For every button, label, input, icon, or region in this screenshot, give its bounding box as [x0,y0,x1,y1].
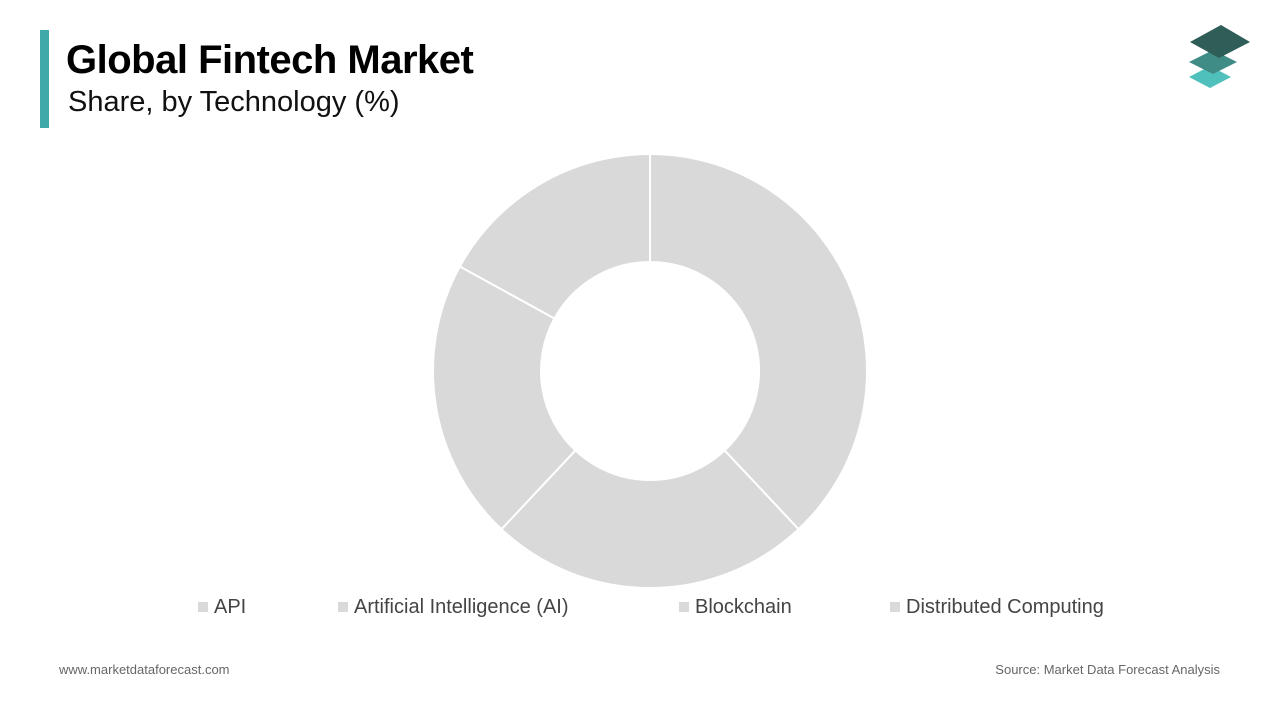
legend-label-blockchain: Blockchain [695,595,792,618]
legend-swatch-ai [338,602,348,612]
legend-swatch-blockchain [679,602,689,612]
legend-label-api: API [214,595,247,618]
chart-subtitle: Share, by Technology (%) [68,86,400,118]
legend-label-distributed-computing: Distributed Computing [906,595,1104,618]
chart-title: Global Fintech Market [66,38,474,82]
slice-api [649,152,868,531]
slice-artificial-intelligence-ai [500,449,800,589]
brand-logo-icon [1189,25,1250,88]
legend-item-ai: Artificial Intelligence (AI) [338,594,569,620]
legend-item-blockchain: Blockchain [679,594,792,620]
legend-swatch-distributed-computing [890,602,900,612]
legend-label-ai: Artificial Intelligence (AI) [354,595,569,618]
source-note: Source: Market Data Forecast Analysis [995,662,1220,677]
slice-blockchain [432,265,577,531]
donut-chart [432,152,868,589]
website-url: www.marketdataforecast.com [59,662,230,677]
slice-distributed-computing [458,152,651,320]
legend-swatch-api [198,602,208,612]
legend-item-distributed-computing: Distributed Computing [890,594,1104,620]
title-accent-bar [40,30,49,128]
legend-item-api: API [198,594,246,620]
